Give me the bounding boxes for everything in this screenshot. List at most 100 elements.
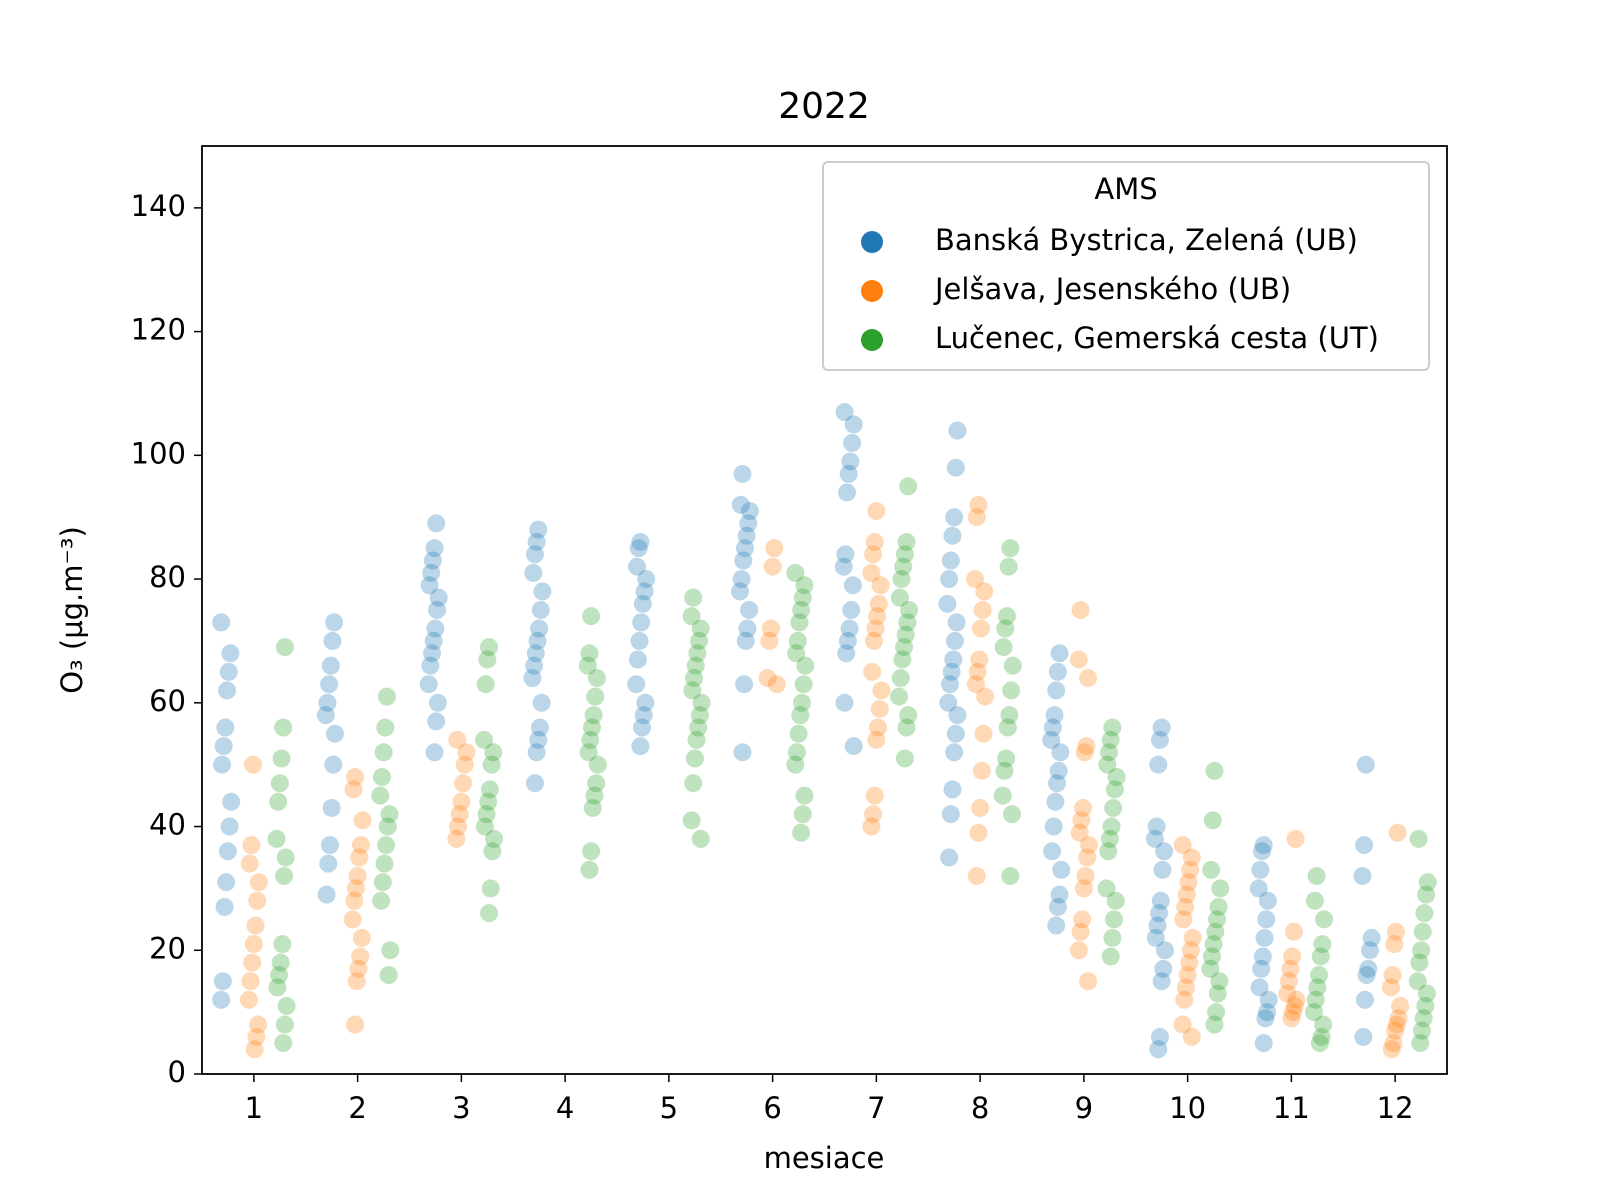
point (1175, 990, 1194, 1009)
point (523, 669, 542, 688)
point (322, 798, 341, 817)
point (687, 730, 706, 749)
point (1250, 978, 1269, 997)
point (274, 1034, 293, 1053)
point (1354, 1027, 1373, 1046)
point (1255, 928, 1274, 947)
point (835, 403, 854, 422)
point (996, 619, 1015, 638)
point (941, 551, 960, 570)
point (792, 693, 811, 712)
point (374, 743, 393, 762)
point (1102, 817, 1121, 836)
point (1074, 798, 1093, 817)
point (971, 619, 990, 638)
point (480, 904, 499, 923)
point (1305, 891, 1324, 910)
point (994, 638, 1013, 657)
point (346, 1015, 365, 1034)
y-tick-label: 120 (131, 313, 186, 347)
point (1306, 990, 1325, 1009)
y-tick-label: 100 (131, 436, 186, 470)
point (321, 656, 340, 675)
point (760, 631, 779, 650)
point (245, 1040, 264, 1059)
point (323, 631, 342, 650)
point (1249, 879, 1268, 898)
point (478, 650, 497, 669)
point (325, 724, 344, 743)
point (1178, 966, 1197, 985)
point (869, 594, 888, 613)
point (428, 601, 447, 619)
point (1182, 848, 1201, 867)
point (1384, 1034, 1403, 1053)
legend-label: Banská Bystrica, Zelená (UB) (935, 223, 1358, 257)
point (682, 811, 701, 830)
point (212, 613, 231, 632)
point (943, 526, 962, 545)
point (427, 514, 446, 533)
point (940, 675, 959, 694)
point (587, 669, 606, 688)
point (945, 508, 964, 527)
point (347, 972, 366, 991)
point (1284, 922, 1303, 941)
point (213, 972, 232, 991)
point (837, 644, 856, 663)
point (316, 706, 335, 725)
point (686, 656, 705, 675)
point (1254, 836, 1273, 855)
point (1045, 706, 1064, 725)
point (1097, 879, 1116, 898)
point (1253, 842, 1272, 861)
point (843, 576, 862, 595)
point (1357, 966, 1376, 985)
point (633, 718, 652, 737)
point (788, 631, 807, 650)
point (790, 613, 809, 632)
point (786, 755, 805, 774)
point (1408, 972, 1427, 991)
point (1207, 1003, 1226, 1022)
point (324, 755, 343, 774)
point (216, 718, 235, 737)
point (246, 916, 265, 935)
point (1409, 829, 1428, 848)
point (1073, 910, 1092, 929)
point (1101, 730, 1120, 749)
point (969, 823, 988, 842)
point (423, 644, 442, 663)
point (763, 557, 782, 576)
point (866, 619, 885, 638)
point (247, 1027, 266, 1046)
point (893, 650, 912, 669)
point (449, 817, 468, 836)
point (1072, 811, 1091, 830)
point (240, 854, 259, 873)
point (480, 780, 499, 799)
point (997, 749, 1016, 768)
point (1386, 1021, 1405, 1040)
point (794, 675, 813, 694)
point (1051, 743, 1070, 762)
point (587, 774, 606, 793)
point (634, 706, 653, 725)
point (1386, 922, 1405, 941)
point (998, 718, 1017, 737)
point (735, 539, 754, 558)
point (631, 532, 650, 551)
point (249, 1015, 268, 1034)
point (969, 495, 988, 514)
point (1279, 972, 1298, 991)
point (1256, 1009, 1275, 1028)
point (1281, 959, 1300, 978)
point (946, 458, 965, 477)
point (843, 433, 862, 452)
point (1258, 1003, 1277, 1022)
point (1071, 601, 1090, 619)
point (844, 737, 863, 756)
point (838, 483, 857, 502)
point (373, 873, 392, 892)
point (629, 539, 648, 558)
